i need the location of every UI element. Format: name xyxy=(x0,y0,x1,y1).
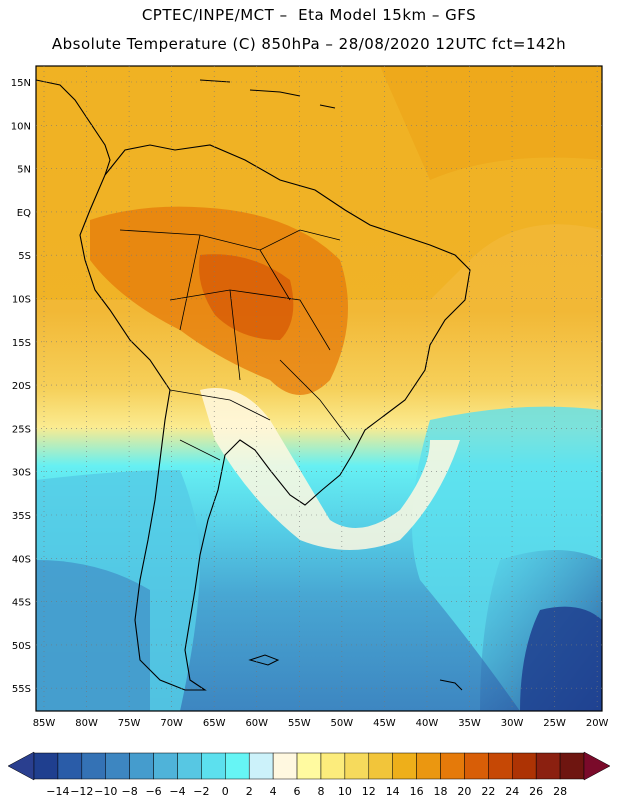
colorbar-swatch xyxy=(512,752,537,780)
colorbar-swatch xyxy=(392,752,417,780)
lon-label: 65W xyxy=(203,718,226,729)
colorbar-label: 10 xyxy=(338,785,352,798)
colorbar-swatch xyxy=(248,752,274,780)
colorbar-label: 22 xyxy=(481,785,495,798)
colorbar-swatch xyxy=(57,752,83,780)
lon-label: 70W xyxy=(160,718,183,729)
colorbar-label: 14 xyxy=(386,785,400,798)
map-title-line1: CPTEC/INPE/MCT – Eta Model 15km – GFS xyxy=(141,6,477,24)
colorbar-label: −2 xyxy=(193,785,209,798)
lon-label: 80W xyxy=(75,718,98,729)
lat-label: 20S xyxy=(12,381,31,392)
lat-label: 10S xyxy=(12,295,31,306)
colorbar-swatch xyxy=(488,752,513,780)
lon-label: 50W xyxy=(331,718,354,729)
colorbar-label: 26 xyxy=(529,785,543,798)
colorbar-swatch xyxy=(177,752,202,780)
colorbar-label: −4 xyxy=(169,785,185,798)
lat-label: 5N xyxy=(17,165,31,176)
colorbar-label: 20 xyxy=(457,785,471,798)
lon-label: 20W xyxy=(586,718,609,729)
lon-label: 75W xyxy=(118,718,141,729)
lon-label: 35W xyxy=(458,718,481,729)
colorbar-swatch xyxy=(440,752,465,780)
lat-label: 25S xyxy=(12,424,31,435)
colorbar-swatch xyxy=(201,752,226,780)
latitude-labels: 15N 10N 5N EQ 5S 10S 15S 20S 25S 30S 35S 40S 45S 50S 5… xyxy=(11,78,31,695)
lat-label: 45S xyxy=(12,598,31,609)
colorbar-swatch xyxy=(535,752,561,780)
colorbar-label: 12 xyxy=(362,785,376,798)
lat-label: 15N xyxy=(11,78,31,89)
lon-label: 85W xyxy=(33,718,56,729)
colorbar-label: −8 xyxy=(122,785,138,798)
colorbar-label: −10 xyxy=(94,785,117,798)
colorbar-swatch xyxy=(81,752,106,780)
colorbar-label: −12 xyxy=(70,785,93,798)
lon-label: 40W xyxy=(416,718,439,729)
map-title-line2: Absolute Temperature (C) 850hPa – 28/08/… xyxy=(51,35,567,53)
colorbar-swatch xyxy=(272,752,298,780)
lat-label: 5S xyxy=(18,251,31,262)
colorbar-label: −6 xyxy=(145,785,161,798)
lon-label: 60W xyxy=(245,718,268,729)
colorbar-label: 24 xyxy=(505,785,519,798)
lat-label: 15S xyxy=(12,338,31,349)
colorbar-swatch xyxy=(296,752,322,780)
colorbar-swatch xyxy=(129,752,154,780)
colorbar-swatch xyxy=(153,752,178,780)
colorbar-swatch xyxy=(416,752,441,780)
lon-label: 45W xyxy=(373,718,396,729)
colorbar-label: 0 xyxy=(222,785,229,798)
lat-label: EQ xyxy=(17,208,31,219)
longitude-labels: 85W 80W 75W 70W 65W 60W 55W 50W 45W 40W 35W 30W 25W 2… xyxy=(33,718,609,729)
colorbar-swatch xyxy=(105,752,130,780)
colorbar-low-arrow xyxy=(7,751,35,781)
colorbar-swatch xyxy=(320,752,346,780)
lat-label: 35S xyxy=(12,511,31,522)
lat-label: 30S xyxy=(12,468,31,479)
colorbar-swatch xyxy=(33,752,59,780)
colorbar-swatch xyxy=(368,752,393,780)
colorbar-label: 6 xyxy=(294,785,301,798)
colorbar-label: 8 xyxy=(317,785,324,798)
colorbar-swatch xyxy=(225,752,250,780)
colorbar-label: −14 xyxy=(46,785,69,798)
colorbar-swatch xyxy=(464,752,489,780)
colorbar-label: 2 xyxy=(246,785,253,798)
colorbar-label: 28 xyxy=(553,785,567,798)
lon-label: 25W xyxy=(543,718,566,729)
colorbar-swatch xyxy=(559,752,585,780)
colorbar: −14 −12 −10 −8 −6 −4 −2 0 2 4 6 8 10 12 14 16 18 20 22 24 26… xyxy=(7,751,611,798)
map-frame xyxy=(35,65,603,712)
central-america-outline xyxy=(36,79,111,176)
lat-label: 50S xyxy=(12,641,31,652)
lon-label: 55W xyxy=(288,718,311,729)
colorbar-swatch xyxy=(344,752,370,780)
lon-label: 30W xyxy=(501,718,524,729)
temperature-field xyxy=(36,66,602,711)
colorbar-label: 18 xyxy=(434,785,448,798)
colorbar-high-arrow xyxy=(583,751,611,781)
lat-label: 55S xyxy=(12,684,31,695)
lat-label: 40S xyxy=(12,554,31,565)
lat-label: 10N xyxy=(11,121,31,132)
colorbar-label: 16 xyxy=(410,785,424,798)
colorbar-label: 4 xyxy=(270,785,277,798)
south-america-outline xyxy=(79,144,471,691)
